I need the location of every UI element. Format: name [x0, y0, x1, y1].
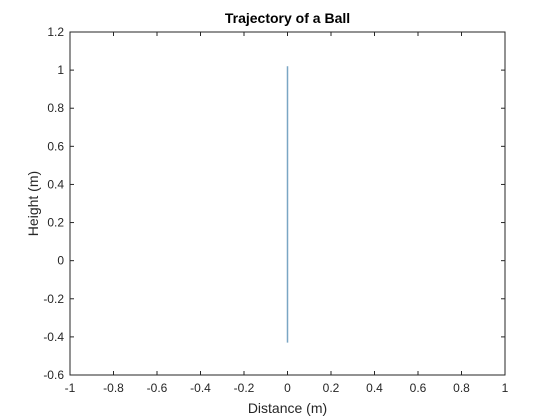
y-tick-label: 1.2: [47, 25, 64, 39]
y-tick-label: -0.4: [43, 330, 64, 344]
x-tick-label: -0.8: [103, 381, 124, 395]
y-tick-label: -0.6: [43, 368, 64, 382]
y-axis-label: Height (m): [25, 171, 41, 236]
y-tick-label: 0.4: [47, 177, 64, 191]
x-axis-ticks: -1 -0.8 -0.6 -0.4 -0.2 0 0.2 0.4 0.6 0.8 1: [65, 32, 509, 395]
y-tick-label: 0.8: [47, 101, 64, 115]
chart-title: Trajectory of a Ball: [225, 10, 350, 26]
y-axis-ticks: -0.6 -0.4 -0.2 0 0.2 0.4 0.6 0.8 1 1.2: [43, 25, 505, 382]
x-tick-label: 0: [284, 381, 291, 395]
x-tick-label: -0.4: [190, 381, 211, 395]
x-tick-label: -0.2: [234, 381, 255, 395]
x-tick-label: 1: [502, 381, 509, 395]
y-tick-label: -0.2: [43, 292, 64, 306]
x-tick-label: -1: [65, 381, 76, 395]
x-tick-label: 0.8: [453, 381, 470, 395]
y-tick-label: 0.2: [47, 216, 64, 230]
x-tick-label: 0.6: [410, 381, 427, 395]
x-axis-label: Distance (m): [248, 400, 327, 416]
y-tick-label: 0.6: [47, 139, 64, 153]
y-tick-label: 0: [57, 254, 64, 268]
x-tick-label: 0.2: [323, 381, 340, 395]
x-tick-label: -0.6: [147, 381, 168, 395]
y-tick-label: 1: [57, 63, 64, 77]
x-tick-label: 0.4: [366, 381, 383, 395]
